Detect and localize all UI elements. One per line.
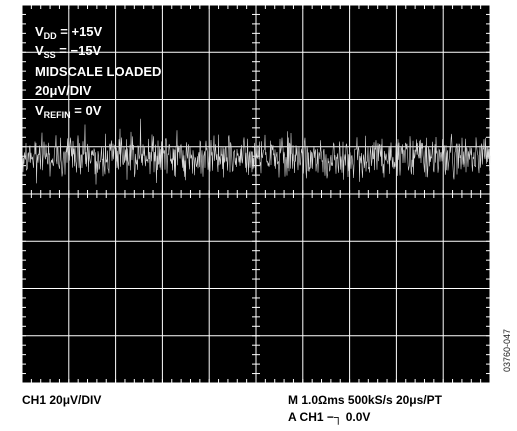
oscilloscope-plot: VDD = +15V VSS = −15V MIDSCALE LOADED 20…	[21, 4, 491, 384]
annotation-vdd: VDD = +15V	[35, 24, 103, 41]
grid	[21, 4, 491, 384]
annotation-midscale: MIDSCALE LOADED	[35, 64, 161, 79]
annotations: VDD = +15V VSS = −15V MIDSCALE LOADED 20…	[35, 24, 161, 120]
channel-scale: CH1 20μV/DIV	[22, 393, 102, 407]
figure-id: 03760-047	[502, 328, 512, 372]
annotation-vss: VSS = −15V	[35, 43, 102, 60]
timebase: M 1.0Ωms 500kS/s 20μs/PT	[288, 393, 442, 407]
noise-trace	[21, 118, 491, 185]
trigger-setting: A CH1 −┐ 0.0V	[288, 410, 371, 424]
annotation-vdiv: 20μV/DIV	[35, 83, 92, 98]
noise-series	[21, 118, 491, 185]
annotation-vrefin: VREFIN = 0V	[35, 103, 102, 120]
